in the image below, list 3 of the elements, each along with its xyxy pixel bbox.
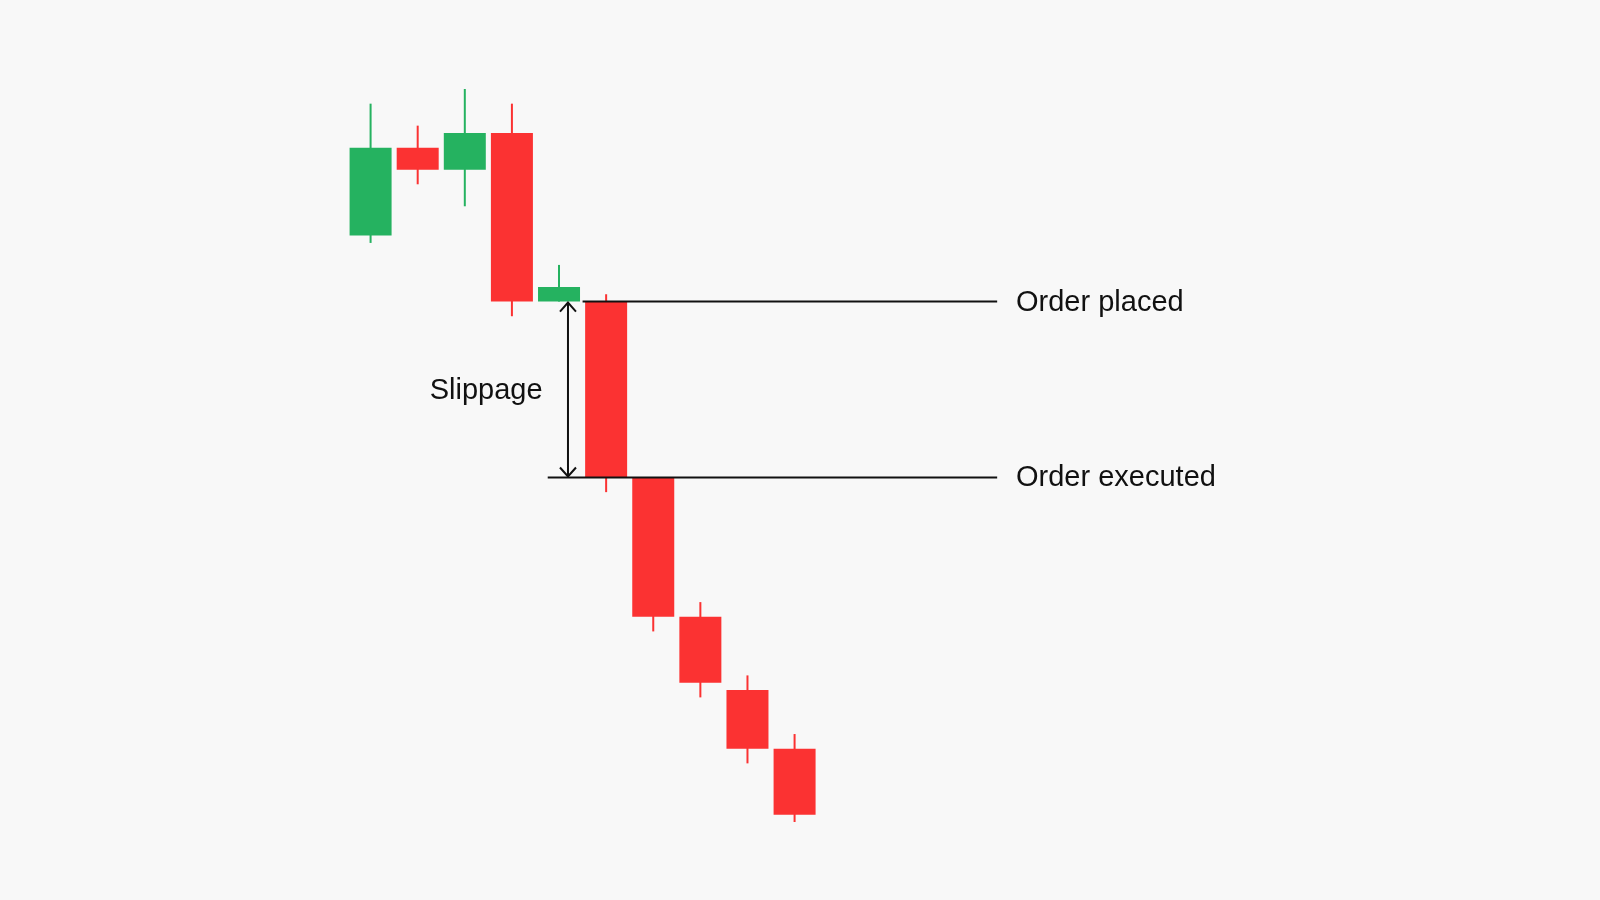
annotation: Slippage [429, 372, 543, 405]
ref-line-label: Order placed [1016, 284, 1184, 317]
ref-line-label: Order executed [1016, 460, 1216, 493]
